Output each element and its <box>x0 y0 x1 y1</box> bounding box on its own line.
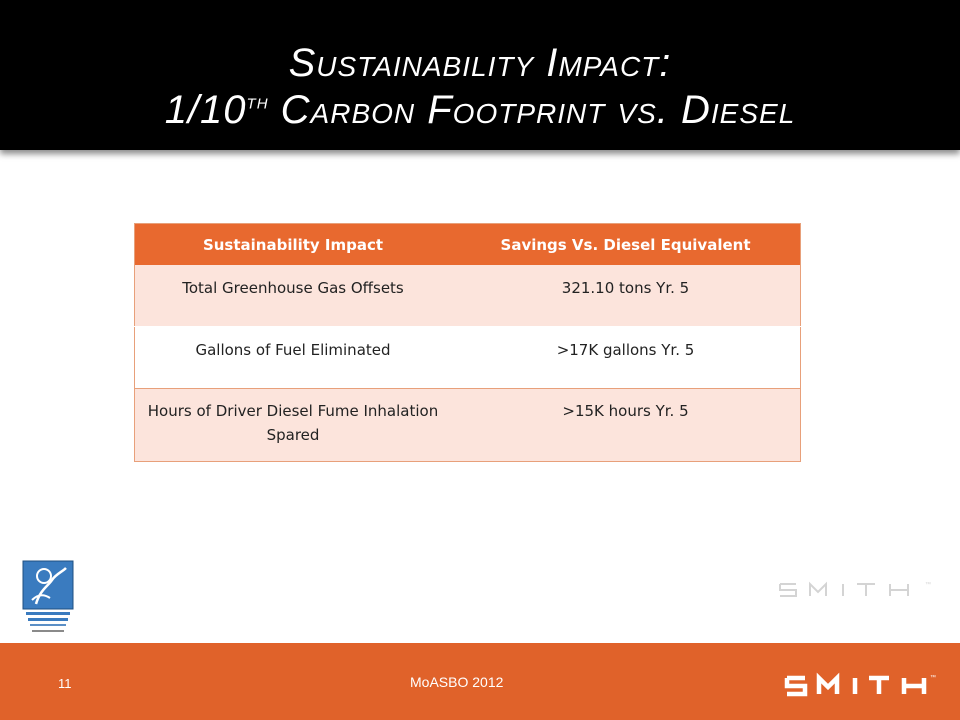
school-logo <box>22 560 74 632</box>
table-cell-impact: Total Greenhouse Gas Offsets <box>134 265 451 327</box>
svg-text:™: ™ <box>925 581 931 588</box>
table-cell-savings: >17K gallons Yr. 5 <box>451 326 801 389</box>
title-line-2: 1/10th Carbon Footprint vs. Diesel <box>0 87 960 134</box>
title-line-2-superscript: th <box>246 88 269 114</box>
table-cell-savings: >15K hours Yr. 5 <box>451 388 801 462</box>
table-header-row: Sustainability Impact Savings Vs. Diesel… <box>134 223 801 265</box>
table-header-impact: Sustainability Impact <box>134 223 451 265</box>
title-bar: Sustainability Impact: 1/10th Carbon Foo… <box>0 0 960 150</box>
smith-logo: ™ <box>784 672 936 697</box>
table-cell-impact: Gallons of Fuel Eliminated <box>134 326 451 389</box>
svg-text:™: ™ <box>930 674 936 681</box>
title-line-1: Sustainability Impact: <box>288 41 672 85</box>
table-row: Gallons of Fuel Eliminated >17K gallons … <box>134 326 801 389</box>
table-row: Total Greenhouse Gas Offsets 321.10 tons… <box>134 265 801 327</box>
impact-table: Sustainability Impact Savings Vs. Diesel… <box>134 223 801 462</box>
title-line-2-prefix: 1/10 <box>164 88 247 132</box>
slide-title: Sustainability Impact: 1/10th Carbon Foo… <box>0 40 960 134</box>
table-cell-impact: Hours of Driver Diesel Fume Inhalation S… <box>134 388 451 462</box>
title-line-2-suffix: Carbon Footprint vs. Diesel <box>268 88 796 132</box>
footer-bar <box>0 643 960 720</box>
table-cell-savings: 321.10 tons Yr. 5 <box>451 265 801 327</box>
smith-watermark-logo: ™ <box>779 581 931 597</box>
impact-table-container: Sustainability Impact Savings Vs. Diesel… <box>134 223 801 462</box>
table-row: Hours of Driver Diesel Fume Inhalation S… <box>134 388 801 462</box>
footer-text: MoASBO 2012 <box>410 674 504 690</box>
page-number: 11 <box>58 676 72 691</box>
table-header-savings: Savings Vs. Diesel Equivalent <box>451 223 801 265</box>
